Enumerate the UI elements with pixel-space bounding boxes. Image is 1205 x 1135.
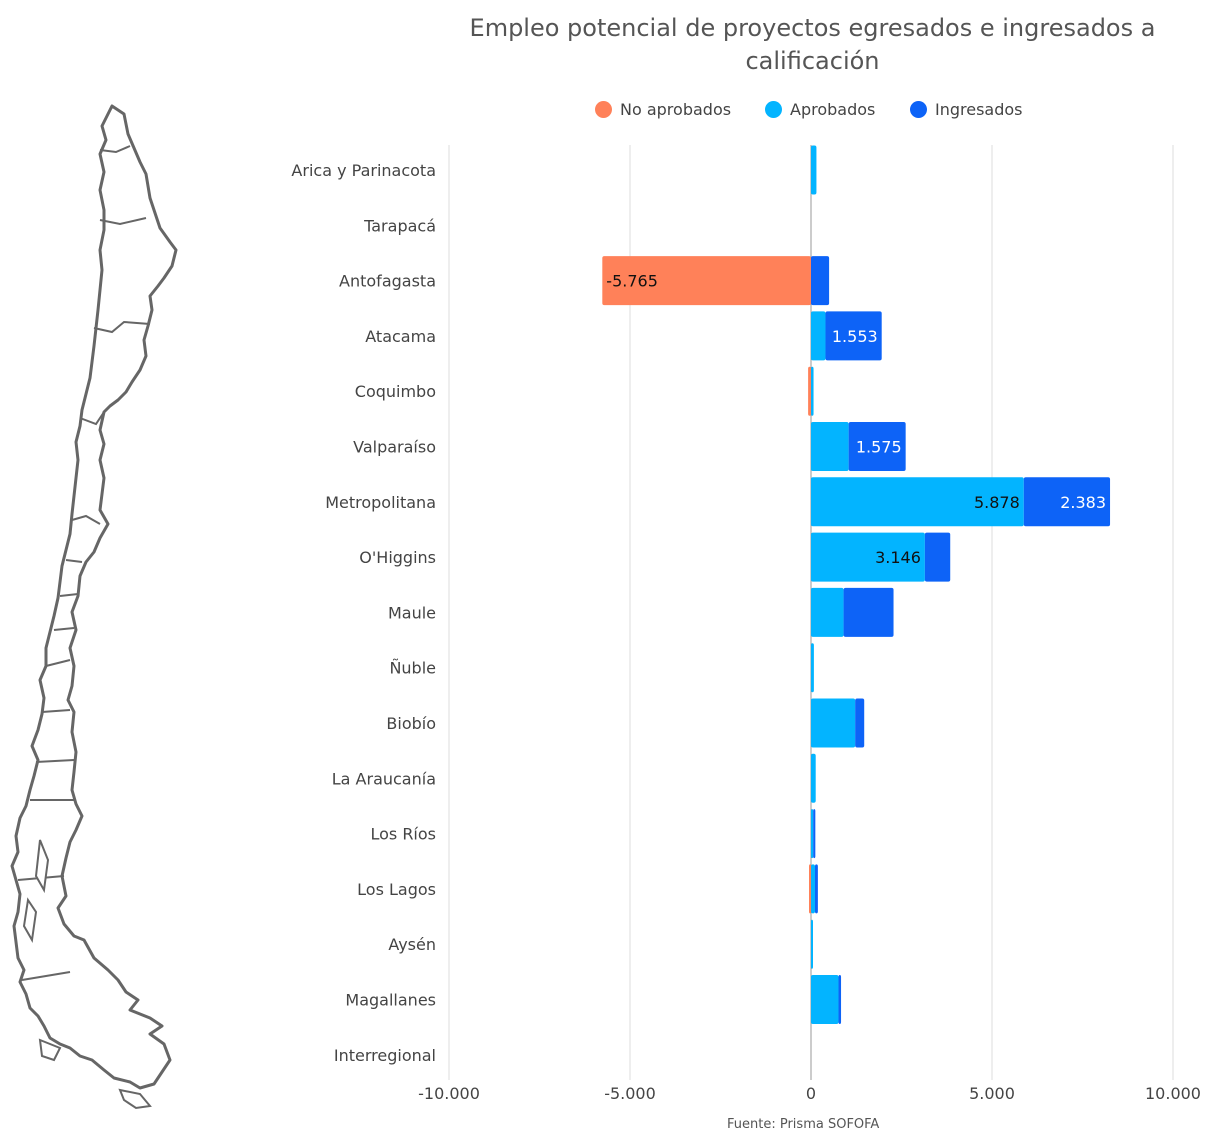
bar-aprobados[interactable] bbox=[811, 698, 856, 748]
bar-ingresados[interactable] bbox=[838, 975, 842, 1024]
bar-aprobados[interactable] bbox=[811, 145, 817, 195]
category-label: Interregional bbox=[334, 1046, 436, 1065]
bar-aprobados[interactable] bbox=[811, 422, 849, 471]
bar-ingresados[interactable] bbox=[813, 809, 816, 859]
category-label: Metropolitana bbox=[325, 493, 436, 512]
bar-aprobados[interactable] bbox=[811, 311, 826, 361]
bar-ingresados[interactable] bbox=[924, 532, 951, 582]
bar-aprobados[interactable] bbox=[811, 532, 925, 582]
bar-ingresados[interactable] bbox=[1023, 477, 1111, 527]
legend-item-no-aprobados[interactable]: No aprobados bbox=[595, 100, 731, 119]
category-label: Magallanes bbox=[345, 991, 436, 1010]
legend-dot-icon bbox=[765, 101, 782, 118]
x-axis: -10.000 -5.000 0 5.000 10.000 bbox=[418, 1084, 1201, 1103]
category-label: Aysén bbox=[388, 935, 436, 954]
category-label: Ñuble bbox=[389, 659, 436, 678]
legend-item-aprobados[interactable]: Aprobados bbox=[765, 100, 875, 119]
category-label: Arica y Parinacota bbox=[291, 161, 436, 180]
legend-label: Ingresados bbox=[935, 100, 1023, 119]
x-tick-label: 0 bbox=[806, 1084, 816, 1103]
chart-title: Empleo potencial de proyectos egresados … bbox=[469, 14, 1156, 75]
category-label: Coquimbo bbox=[355, 382, 436, 401]
data-label: 1.575 bbox=[856, 438, 902, 457]
bar-aprobados[interactable] bbox=[811, 366, 814, 416]
bar-ingresados[interactable] bbox=[855, 698, 865, 748]
data-label: 1.553 bbox=[832, 327, 878, 346]
source-note: Fuente: Prisma SOFOFA bbox=[727, 1117, 880, 1132]
bar-aprobados[interactable] bbox=[811, 643, 814, 693]
bar-no-aprobados[interactable] bbox=[809, 864, 811, 914]
data-label: -5.765 bbox=[606, 272, 658, 291]
bar-aprobados[interactable] bbox=[811, 975, 839, 1024]
legend: No aprobados Aprobados Ingresados bbox=[0, 100, 1205, 124]
chile-map-icon bbox=[10, 104, 178, 1110]
legend-label: Aprobados bbox=[790, 100, 876, 119]
bar-aprobados[interactable] bbox=[811, 809, 814, 859]
bar-no-aprobados[interactable] bbox=[602, 256, 811, 306]
legend-dot-icon bbox=[595, 101, 612, 118]
legend-label: No aprobados bbox=[620, 100, 732, 119]
data-labels: -5.765 1.553 1.575 5.878 2.383 3.146 bbox=[606, 272, 1106, 567]
category-label: Los Ríos bbox=[370, 825, 436, 844]
category-label: Los Lagos bbox=[357, 880, 436, 899]
bar-ingresados[interactable] bbox=[843, 587, 894, 637]
category-label: Maule bbox=[388, 603, 436, 622]
category-label: Valparaíso bbox=[353, 438, 436, 457]
x-tick-label: -5.000 bbox=[604, 1084, 656, 1103]
legend-item-ingresados[interactable]: Ingresados bbox=[910, 100, 1023, 119]
category-label: O'Higgins bbox=[359, 548, 436, 567]
bars bbox=[602, 145, 1111, 1024]
data-label: 3.146 bbox=[875, 548, 921, 567]
category-label: Atacama bbox=[365, 327, 436, 346]
bar-ingresados[interactable] bbox=[811, 256, 830, 306]
category-label: Tarapacá bbox=[363, 216, 436, 235]
bar-no-aprobados[interactable] bbox=[808, 366, 811, 416]
bar-aprobados[interactable] bbox=[811, 864, 815, 914]
data-label: 5.878 bbox=[974, 493, 1020, 512]
legend-dot-icon bbox=[910, 101, 927, 118]
category-label: Antofagasta bbox=[339, 272, 436, 291]
x-tick-label: 10.000 bbox=[1145, 1084, 1201, 1103]
category-label: La Araucanía bbox=[332, 769, 436, 788]
x-tick-label: 5.000 bbox=[969, 1084, 1015, 1103]
bar-ingresados[interactable] bbox=[814, 864, 818, 914]
bar-aprobados[interactable] bbox=[811, 587, 844, 637]
bar-aprobados[interactable] bbox=[811, 477, 1024, 527]
bar-aprobados[interactable] bbox=[811, 753, 816, 803]
data-label: 2.383 bbox=[1060, 493, 1106, 512]
category-axis: Arica y Parinacota Tarapacá Antofagasta Ata… bbox=[291, 161, 436, 1065]
bar-ingresados[interactable] bbox=[848, 422, 906, 471]
bar-ingresados[interactable] bbox=[825, 311, 882, 361]
bar-aprobados[interactable] bbox=[811, 919, 813, 969]
category-label: Biobío bbox=[386, 714, 436, 733]
x-tick-label: -10.000 bbox=[418, 1084, 480, 1103]
